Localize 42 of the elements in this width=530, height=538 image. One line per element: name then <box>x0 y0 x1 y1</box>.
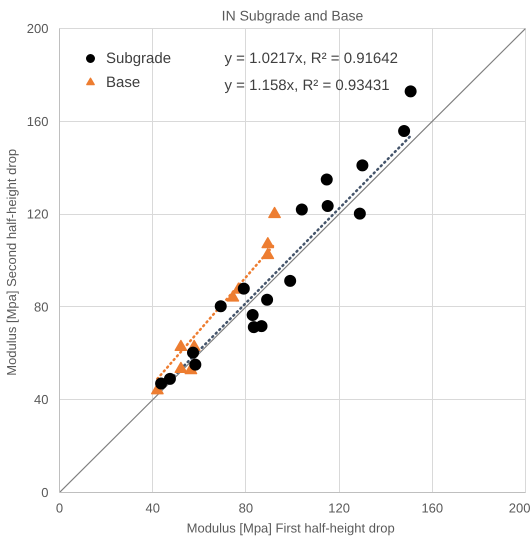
point <box>261 294 274 306</box>
point <box>356 159 368 172</box>
point <box>398 125 410 138</box>
annotation: y = 1.158x, R² = 0.93431 <box>224 77 390 94</box>
point <box>284 274 296 287</box>
point <box>268 206 282 218</box>
annotation: y = 1.0217x, R² = 0.91642 <box>224 50 398 67</box>
y-tick-label: 40 <box>34 392 49 408</box>
x-axis-title: Modulus [Mpa] First half-height drop <box>186 520 395 536</box>
point <box>256 320 268 332</box>
point <box>320 174 333 186</box>
legend-label: Base <box>106 74 140 90</box>
point <box>189 358 202 371</box>
x-tick-label: 40 <box>145 500 160 516</box>
y-tick-label: 120 <box>26 206 49 222</box>
point <box>164 372 176 385</box>
point <box>261 248 274 260</box>
x-tick-label: 120 <box>328 500 350 516</box>
y-tick-label: 200 <box>26 21 49 36</box>
point <box>354 208 366 220</box>
point <box>296 203 308 216</box>
point <box>261 236 274 248</box>
point <box>174 362 188 374</box>
point <box>238 282 250 295</box>
x-tick-label: 160 <box>421 500 444 516</box>
point <box>187 346 200 359</box>
point <box>214 300 227 312</box>
y-axis-title: Modulus [Mpa] Second half-height drop <box>4 148 19 376</box>
x-tick-label: 0 <box>56 500 64 516</box>
x-tick-label: 200 <box>508 500 530 516</box>
y-tick-label: 80 <box>34 299 49 314</box>
y-tick-label: 160 <box>26 114 49 129</box>
point <box>404 85 417 98</box>
point <box>155 377 168 390</box>
point <box>226 290 240 302</box>
point <box>246 309 259 322</box>
y-tick-label: 0 <box>41 485 49 500</box>
legend-label: Subgrade <box>106 50 172 66</box>
point <box>322 200 334 212</box>
x-tick-label: 80 <box>238 500 254 516</box>
point <box>174 340 188 351</box>
chart-title: IN Subgrade and Base <box>222 8 364 24</box>
